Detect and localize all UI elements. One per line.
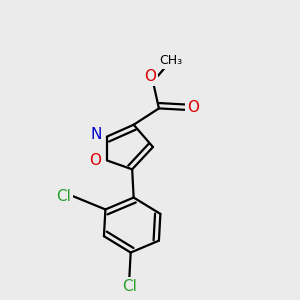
- Text: Cl: Cl: [122, 279, 136, 294]
- Text: CH₃: CH₃: [159, 54, 182, 67]
- Text: Cl: Cl: [56, 189, 71, 204]
- Text: N: N: [91, 127, 102, 142]
- Text: O: O: [145, 69, 157, 84]
- Text: O: O: [90, 153, 102, 168]
- Text: O: O: [187, 100, 199, 115]
